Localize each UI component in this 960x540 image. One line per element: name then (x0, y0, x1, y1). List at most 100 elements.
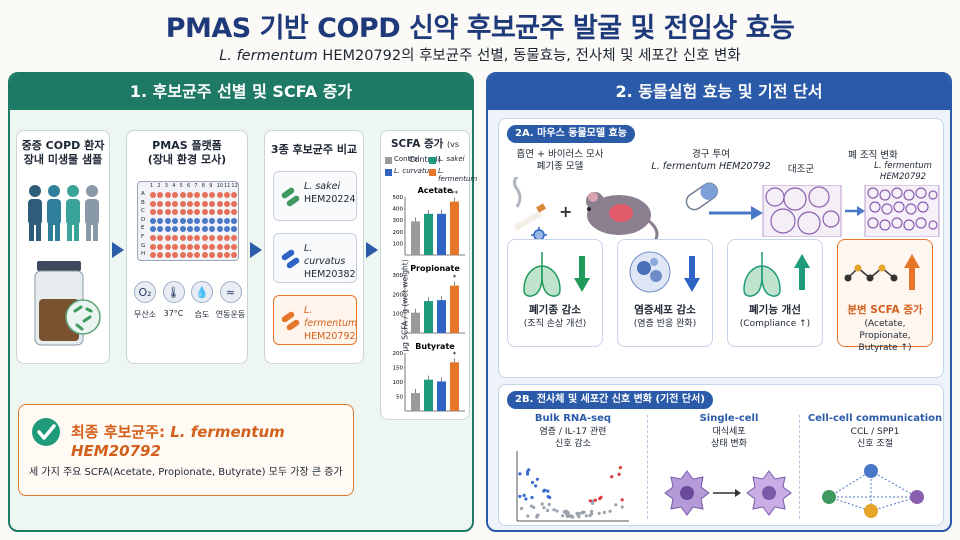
plate-well (187, 235, 193, 241)
volcano-point (588, 499, 592, 503)
volcano-point (520, 506, 524, 511)
mechanism-item: Cell-cell communication CCL / SPP1 신호 조절 (805, 413, 945, 515)
volcano-point (617, 472, 621, 476)
scfa-chart-propionate: Propionate 100 200 300 * (393, 264, 465, 334)
patient-sample-card: 중증 COPD 환자 장내 미생물 샘플 (16, 130, 110, 364)
trend-up-arrow (794, 254, 810, 268)
plate-well (172, 226, 179, 233)
condition-label: 습도 (194, 310, 210, 319)
efficacy-card: 폐기종 감소 (조직 손상 개선) (507, 239, 603, 347)
y-tick-label: 400 (393, 207, 404, 213)
well-plate: 1 2 3 4 5 6 7 8 9 10 11 12 A B C D E F G H (137, 181, 239, 261)
volcano-point (527, 468, 531, 472)
volcano-point (552, 508, 556, 512)
significance-mark: * (453, 274, 457, 282)
y-tick-label: 300 (393, 273, 404, 279)
plate-column-label: 6 (187, 183, 191, 189)
plate-well (157, 217, 164, 224)
plate-well (209, 235, 216, 241)
plate-well (209, 217, 216, 224)
volcano-point (518, 494, 522, 498)
plate-well (179, 235, 186, 241)
plate-well (201, 200, 208, 207)
candidate-name: L. sakei HEM20224 (304, 180, 356, 206)
plate-well (201, 209, 208, 216)
candidate-compare-title: 3종 후보균주 비교 (270, 143, 358, 156)
plate-well (157, 235, 164, 241)
efficacy-card: 분변 SCFA 증가 (Acetate, Propionate, Butyrate… (837, 239, 933, 353)
plate-well (194, 209, 201, 216)
macrophage-after-icon (746, 470, 792, 516)
volcano-point (546, 489, 550, 493)
plate-well (187, 217, 193, 224)
plate-column-label: 5 (179, 183, 183, 189)
plate-well (179, 200, 186, 207)
y-tick-label: 150 (393, 366, 404, 372)
peristalsis-wave-icon: ≈ (219, 281, 242, 303)
plate-well (209, 200, 216, 207)
plate-well (224, 217, 230, 224)
volcano-point (542, 489, 546, 493)
bar (411, 221, 420, 255)
final-candidate-heading: 최종 후보균주: L. fermentum HEM20792 (71, 421, 353, 460)
plate-well (164, 200, 171, 207)
bar (437, 213, 446, 255)
volcano-point (602, 510, 606, 514)
volcano-point (620, 498, 624, 502)
mouse-icon (586, 192, 659, 242)
final-candidate-label: 최종 후보균주: (71, 423, 171, 441)
plate-well (157, 200, 164, 207)
cigarette-icon (512, 177, 546, 231)
plate-column-label: 12 (231, 183, 238, 189)
plate-well (172, 217, 179, 224)
plate-well (164, 252, 171, 259)
plate-well (201, 226, 208, 233)
y-tick-label: 100 (393, 312, 404, 318)
y-tick-label: 200 (393, 230, 404, 236)
candidate-name: L. curvatus HEM20382 (304, 242, 356, 281)
plate-well (194, 217, 201, 224)
plate-well (179, 252, 186, 259)
volcano-point (545, 508, 550, 513)
chart-title: Propionate (410, 264, 460, 273)
chart-title: Acetate (418, 186, 453, 195)
plate-well (187, 200, 193, 207)
scfa-chart-title: SCFA 증가 (vs Control) (381, 137, 469, 167)
plate-well (194, 192, 201, 198)
plate-well (216, 209, 223, 216)
significance-mark: ** (451, 190, 459, 198)
capsule-arrow-illustration (685, 182, 763, 220)
subtitle-species: L. fermentum (219, 48, 318, 64)
pmas-platform-card: PMAS 플랫폼 (장내 환경 모사) 1 2 3 4 5 6 7 8 9 10 11 12 A B C D E… (126, 130, 248, 364)
plate-well (150, 217, 156, 224)
candidate-strain: HEM20382 (304, 269, 356, 280)
bar (450, 362, 459, 411)
plate-well (187, 226, 193, 233)
plate-well (157, 252, 164, 259)
volcano-point (546, 495, 550, 499)
plate-well (201, 243, 208, 250)
plate-well (201, 217, 208, 224)
macrophage-before-icon (664, 470, 710, 516)
efficacy-label: 염증세포 감소 (634, 304, 696, 316)
plate-well (157, 243, 164, 250)
candidate-strain-card: L. curvatus HEM20382 (273, 233, 357, 283)
stool-sample-jar-icon (34, 261, 101, 346)
plate-column-label: 4 (172, 183, 176, 189)
candidate-species: L. curvatus (304, 243, 346, 267)
legend-label: Control (394, 155, 420, 163)
volcano-point (584, 514, 588, 518)
significance-mark: * (453, 350, 457, 358)
final-candidate-box: 최종 후보균주: L. fermentum HEM20792 세 가지 주요 S… (18, 404, 354, 496)
plate-well (231, 200, 238, 207)
volcano-point (608, 509, 612, 513)
legend-label: L. curvatus (394, 167, 433, 175)
plate-well (172, 209, 179, 216)
volcano-point (535, 477, 539, 481)
culture-conditions: O₂ 무산소 🌡 37°C 💧 습도 ≈ 연동운동 (131, 279, 245, 359)
volcano-point (610, 475, 614, 479)
plate-well (187, 192, 193, 198)
plate-row-label: G (141, 242, 146, 249)
plate-well (231, 252, 238, 259)
flow-arrow (366, 242, 378, 258)
